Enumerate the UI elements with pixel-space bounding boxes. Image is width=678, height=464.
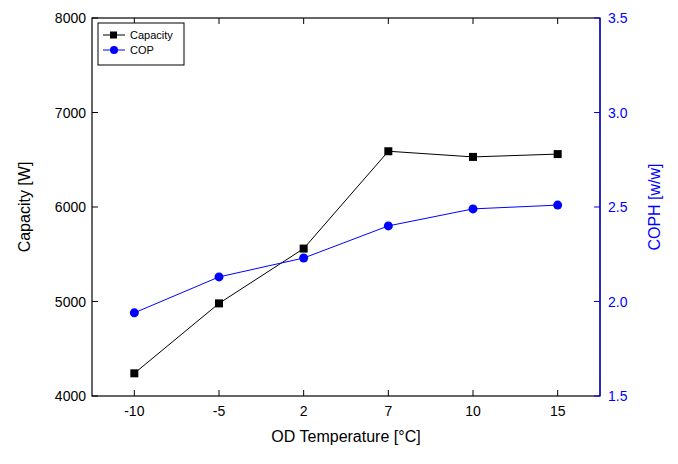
y2-tick-label: 1.5 bbox=[608, 388, 628, 404]
x-tick bbox=[134, 390, 135, 396]
y2-tick-label: 3.5 bbox=[608, 10, 628, 26]
series-group bbox=[130, 147, 562, 377]
y2-tick bbox=[594, 301, 600, 302]
legend-box bbox=[98, 23, 184, 65]
point bbox=[300, 245, 308, 253]
y-tick-label: 4000 bbox=[55, 388, 86, 404]
x-tick-label: 2 bbox=[300, 403, 308, 419]
point bbox=[384, 221, 393, 230]
y2-tick-label: 3.0 bbox=[608, 105, 628, 121]
y-tick bbox=[92, 207, 98, 208]
y2-tick bbox=[594, 207, 600, 208]
y-tick bbox=[92, 112, 98, 113]
point bbox=[554, 150, 562, 158]
legend-label: COP bbox=[130, 44, 154, 56]
x-tick-label: 10 bbox=[465, 403, 481, 419]
y-tick-label: 5000 bbox=[55, 294, 86, 310]
y-tick-label: 8000 bbox=[55, 10, 86, 26]
y2-tick-label: 2.5 bbox=[608, 199, 628, 215]
x-tick bbox=[219, 18, 220, 24]
x-tick bbox=[303, 390, 304, 396]
y-tick-label: 7000 bbox=[55, 105, 86, 121]
y-tick-label: 6000 bbox=[55, 199, 86, 215]
point bbox=[299, 254, 308, 263]
series-line bbox=[134, 151, 557, 373]
x-tick bbox=[557, 390, 558, 396]
point bbox=[469, 204, 478, 213]
x-tick bbox=[473, 18, 474, 24]
y2-tick bbox=[594, 112, 600, 113]
x-tick bbox=[473, 390, 474, 396]
point bbox=[130, 369, 138, 377]
plot-frame bbox=[92, 18, 600, 396]
legend-marker bbox=[110, 46, 118, 54]
y2-axis-label: COPH [w/w] bbox=[646, 163, 663, 250]
x-tick-label: -5 bbox=[213, 403, 226, 419]
point bbox=[215, 299, 223, 307]
x-tick-label: -10 bbox=[124, 403, 144, 419]
y-axis-label: Capacity [W] bbox=[16, 162, 33, 253]
point bbox=[469, 153, 477, 161]
point bbox=[384, 147, 392, 155]
y2-tick-label: 2.0 bbox=[608, 294, 628, 310]
x-tick bbox=[303, 18, 304, 24]
x-tick bbox=[557, 18, 558, 24]
x-tick-label: 7 bbox=[384, 403, 392, 419]
point bbox=[130, 308, 139, 317]
series-line bbox=[134, 205, 557, 313]
legend-marker bbox=[110, 32, 117, 39]
x-tick bbox=[388, 18, 389, 24]
y-tick bbox=[92, 18, 98, 19]
chart: -10 -5 2 7 10 15 4000 5000 6000 7000 8000 1.5 2.0 2.5… bbox=[0, 0, 678, 464]
legend: Capacity COP bbox=[98, 23, 184, 65]
x-axis-label: OD Temperature [°C] bbox=[271, 428, 420, 445]
point bbox=[553, 201, 562, 210]
x-tick-label: 15 bbox=[550, 403, 566, 419]
x-tick bbox=[219, 390, 220, 396]
legend-label: Capacity bbox=[130, 29, 173, 41]
y-tick bbox=[92, 396, 98, 397]
x-tick bbox=[388, 390, 389, 396]
y-tick bbox=[92, 301, 98, 302]
point bbox=[215, 272, 224, 281]
y2-tick bbox=[594, 18, 600, 19]
y2-tick bbox=[594, 396, 600, 397]
